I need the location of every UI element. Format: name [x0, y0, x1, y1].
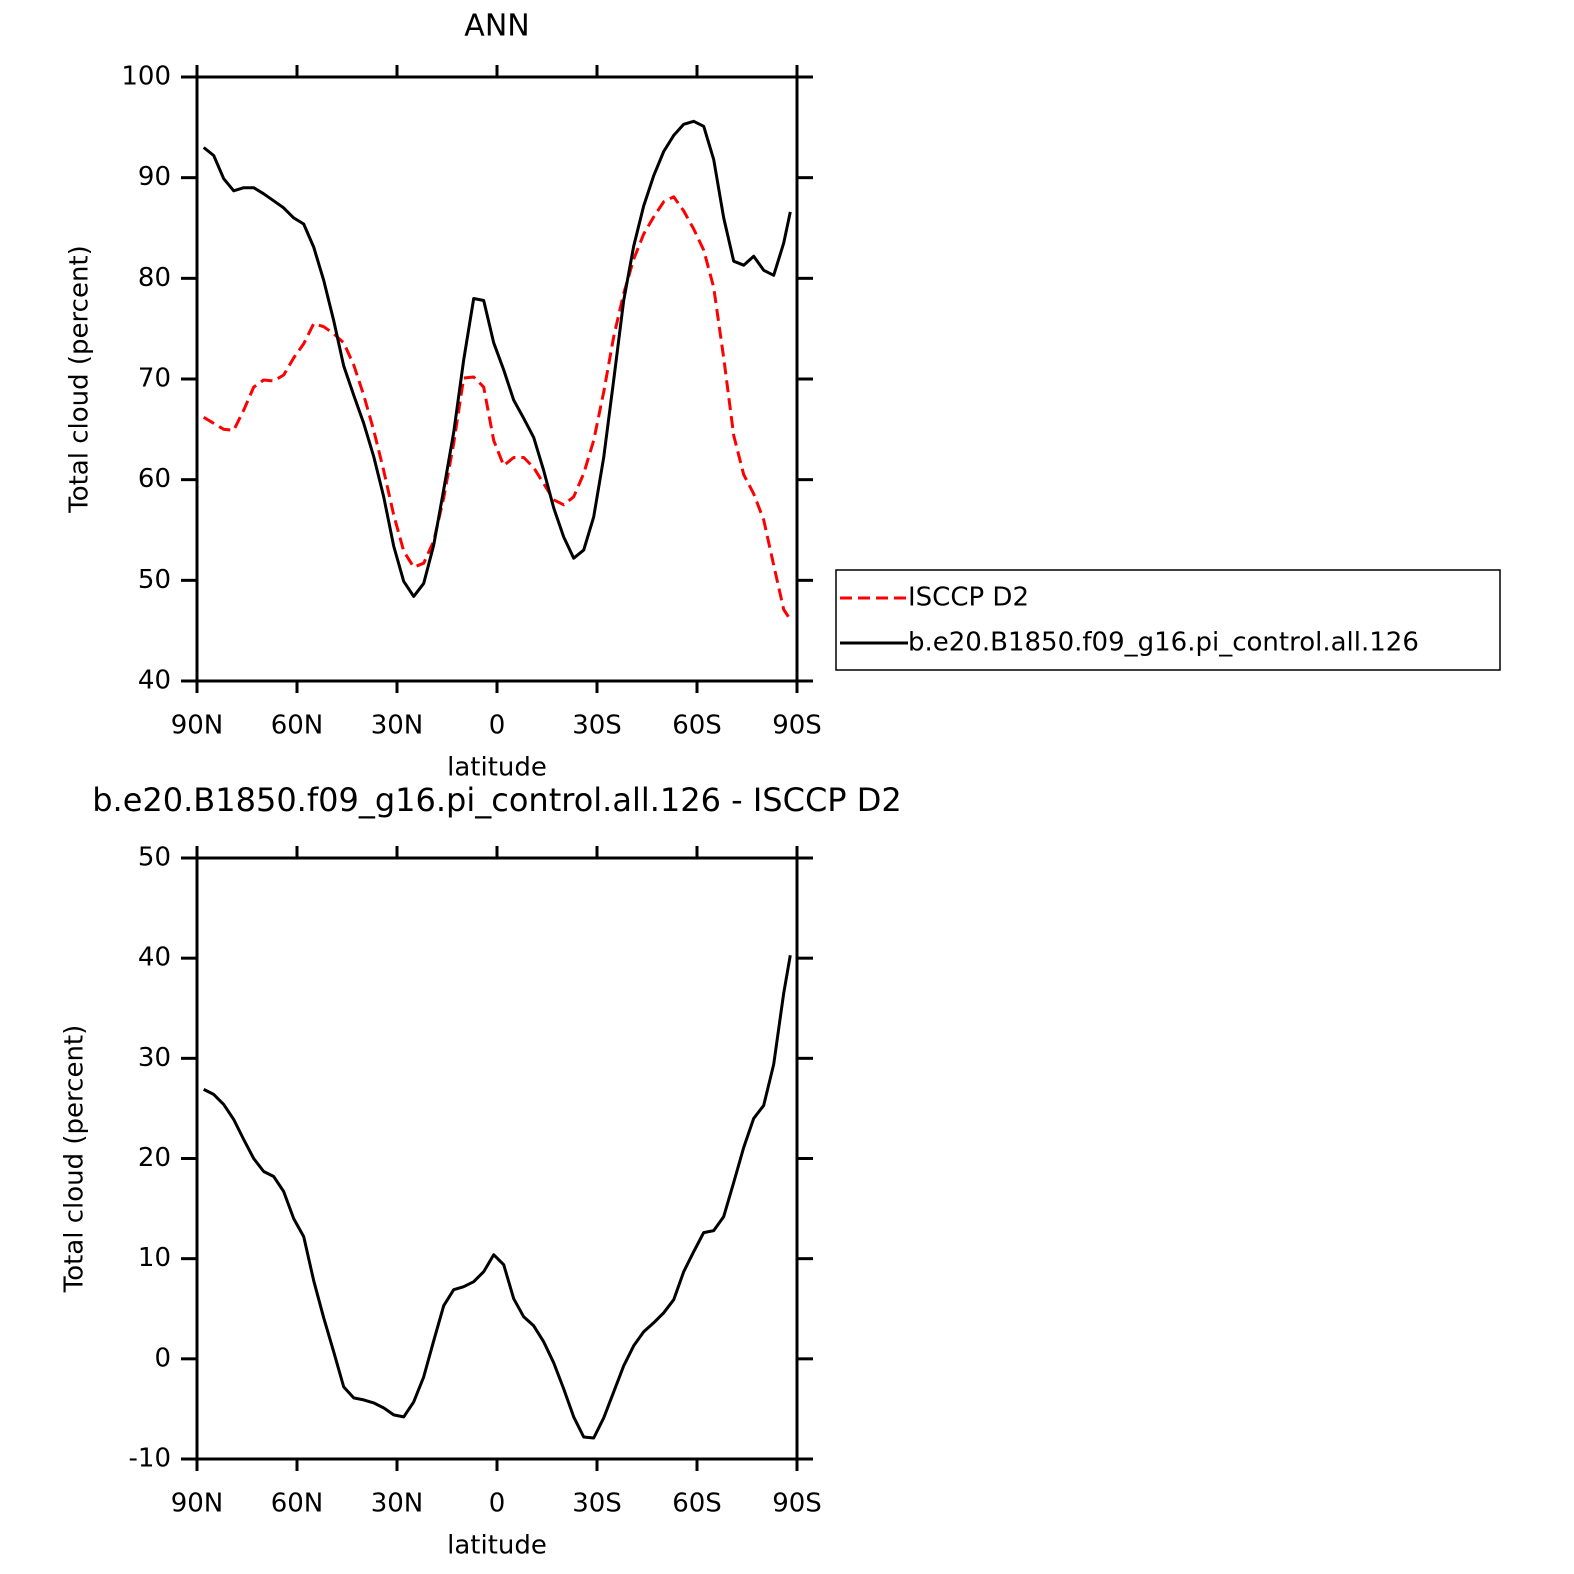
y-tick-label: 20 [138, 1143, 171, 1173]
x-tick-label: 30S [572, 1489, 622, 1519]
y-tick-label: 100 [121, 62, 171, 92]
data-line [202, 119, 792, 598]
legend-label: b.e20.B1850.f09_g16.pi_control.all.126 [908, 628, 1419, 658]
y-tick-label: 40 [138, 666, 171, 696]
y-tick-label: 50 [138, 843, 171, 873]
y-tick-label: -10 [129, 1444, 171, 1474]
x-tick-label: 60N [271, 711, 324, 741]
x-tick-label: 30N [371, 711, 424, 741]
x-tick-label: 60S [672, 711, 722, 741]
y-tick-label: 90 [138, 162, 171, 192]
x-tick-label: 90S [772, 1489, 822, 1519]
y-tick-label: 80 [138, 263, 171, 293]
plot-frame [195, 75, 799, 683]
y-axis-label: Total cloud (percent) [65, 245, 95, 514]
y-tick-label: 10 [138, 1243, 171, 1273]
y-tick-label: 50 [138, 565, 171, 595]
x-tick-label: 30N [371, 1489, 424, 1519]
data-line [203, 954, 792, 1440]
x-tick-label: 90N [171, 1489, 224, 1519]
data-line [202, 195, 792, 621]
y-axis-label: Total cloud (percent) [60, 1025, 90, 1294]
y-tick-label: 70 [138, 364, 171, 394]
chart-title: ANN [464, 9, 529, 44]
legend-label: ISCCP D2 [908, 583, 1029, 613]
y-tick-label: 60 [138, 464, 171, 494]
x-tick-label: 30S [572, 711, 622, 741]
x-axis-label: latitude [447, 753, 547, 783]
y-tick-label: 40 [138, 943, 171, 973]
plot-frame [195, 856, 799, 1461]
legend-box [835, 569, 1501, 671]
x-tick-label: 60N [271, 1489, 324, 1519]
x-tick-label: 90S [772, 711, 822, 741]
y-tick-label: 30 [138, 1043, 171, 1073]
x-tick-label: 60S [672, 1489, 722, 1519]
x-tick-label: 0 [489, 1489, 506, 1519]
chart-title: b.e20.B1850.f09_g16.pi_control.all.126 -… [92, 781, 902, 819]
x-tick-label: 90N [171, 711, 224, 741]
y-tick-label: 0 [154, 1343, 171, 1373]
x-tick-label: 0 [489, 711, 506, 741]
x-axis-label: latitude [447, 1531, 547, 1561]
